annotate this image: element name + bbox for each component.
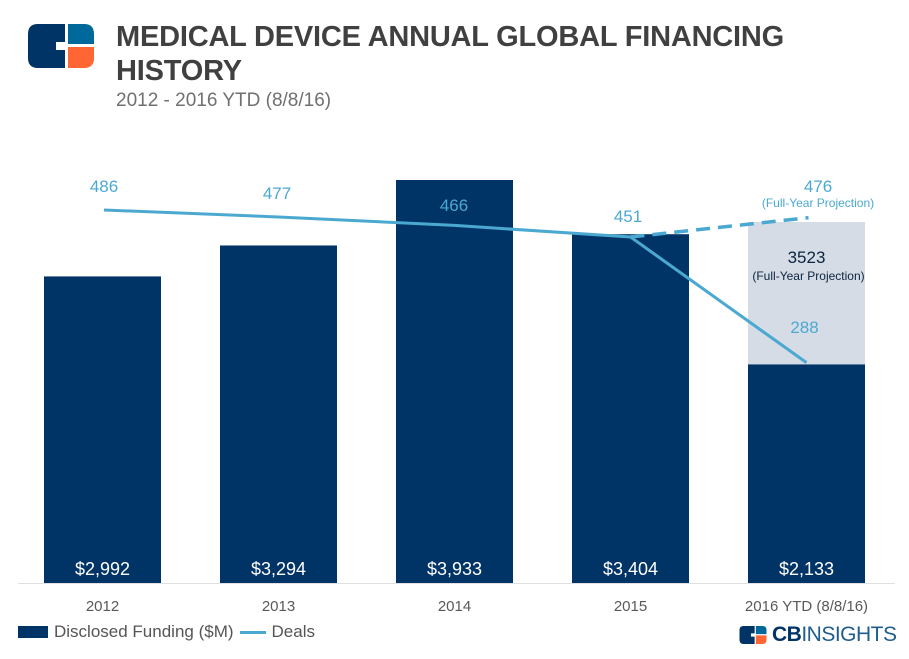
deals-value-label: 466 [440,196,468,215]
x-tick-label: 2016 YTD (8/8/16) [745,598,868,615]
chart-title: MEDICAL DEVICE ANNUAL GLOBAL FINANCING H… [116,21,785,87]
x-tick-label: 2013 [262,598,295,615]
deals-value-label: 451 [614,207,642,226]
deals-line [103,208,808,364]
bar-2016 [748,364,865,583]
legend-swatch-deals [239,630,266,634]
legend-label-deals: Deals [271,622,315,641]
bar-value-label: $3,933 [427,559,482,579]
legend: Disclosed Funding ($M) Deals [18,622,315,642]
deals-value-label: 288 [790,318,818,337]
projection-funding-value: 3523 [788,248,826,267]
x-tick-label: 2015 [614,598,647,615]
cb-insights-brand: CBINSIGHTS [738,623,897,647]
projection-deals-value: 476 [804,177,832,196]
bar-value-label: $3,404 [603,559,658,579]
x-tick-label: 2014 [438,598,471,615]
bar-2015 [572,234,689,583]
bar-2014 [396,180,513,583]
chart-subtitle: 2012 - 2016 YTD (8/8/16) [116,90,332,111]
brand-text-rest: INSIGHTS [801,623,897,646]
brand-logo-icon [739,626,767,644]
projection-funding-note: (Full-Year Projection) [752,269,864,283]
brand-text-bold: CB [772,623,802,646]
bar-2013 [220,245,337,584]
bar-value-label: $3,294 [251,559,306,579]
projection-deals-note: (Full-Year Projection) [762,196,874,210]
bar-2012 [44,276,161,583]
bar-value-label: $2,133 [779,559,834,579]
legend-swatch-funding [18,626,48,638]
bar-value-label: $2,992 [75,559,130,579]
x-tick-label: 2012 [86,598,119,615]
deals-value-label: 486 [90,177,118,196]
brand-text: CBINSIGHTS [772,623,897,647]
legend-label-funding: Disclosed Funding ($M) [54,622,234,641]
cb-insights-logo-icon [28,24,94,68]
deals-projection-line [630,215,809,239]
deals-value-label: 477 [263,184,291,203]
